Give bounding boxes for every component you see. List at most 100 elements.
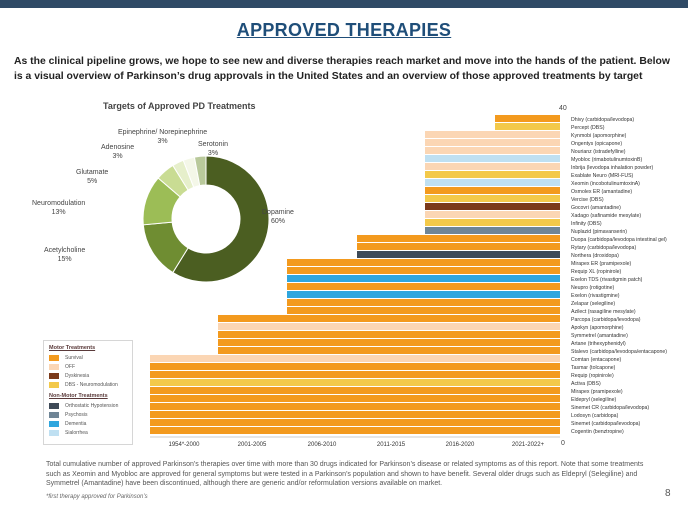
bar-label: Kynmobi (apomorphine)	[571, 133, 627, 139]
bar-myobloc	[425, 155, 560, 162]
bar-xeomin	[425, 179, 560, 186]
bar-neupro	[287, 283, 560, 290]
bar-exelon	[287, 291, 560, 298]
bar-nourianz	[425, 147, 560, 154]
bar-label: Osmolex ER (amantadine)	[571, 189, 632, 195]
bar-label: Nuplazid (pimavanserin)	[571, 229, 627, 235]
bar-eldepryl	[150, 395, 560, 402]
bar-label: Exablate Neuro (MRI-FUS)	[571, 173, 634, 179]
legend-item: Orthostatic Hypotension	[49, 401, 127, 410]
legend-swatch	[49, 402, 59, 409]
x-tick-label: 2001-2005	[238, 442, 267, 448]
pie-label: Adenosine 3%	[101, 143, 134, 161]
bar-rytary	[357, 243, 560, 250]
bar-artane	[218, 339, 560, 346]
bar-label: Percept (DBS)	[571, 125, 605, 131]
bar-label: Dhivy (carbidopa/levodopa)	[571, 117, 634, 123]
bar-label: Lodosyn (carbidopa)	[571, 413, 619, 419]
bar-label: Gocovri (amantadine)	[571, 205, 621, 211]
y-axis-top-label: 40	[559, 105, 567, 112]
bar-label: Rytary (carbidopa/levodopa)	[571, 245, 636, 251]
bar-sinemet	[150, 403, 560, 410]
bar-label: Azilect (rasagiline mesylate)	[571, 309, 636, 315]
bar-label: Xeomin (incobotulinumtoxinA)	[571, 181, 640, 187]
page-title: APPROVED THERAPIES	[236, 20, 452, 40]
bar-azilect	[287, 307, 560, 314]
pie-label-name: Glutamate	[76, 169, 109, 176]
bar-label: Northera (droxidopa)	[571, 253, 619, 259]
page-number: 8	[665, 488, 671, 499]
pie-label-name: Neuromodulation	[32, 200, 86, 207]
legend-swatch	[49, 420, 59, 427]
pie-label: Acetylcholine 15%	[44, 246, 85, 264]
bar-mirapex	[287, 259, 560, 266]
pie-label-name: Dopamine	[262, 209, 294, 216]
bar-kynmobi	[425, 131, 560, 138]
bar-xadago	[425, 211, 560, 218]
chart-caption: Total cumulative number of approved Park…	[46, 461, 644, 487]
bar-label: Apokyn (apomorphine)	[571, 325, 624, 331]
legend-item: Dementia	[49, 419, 127, 428]
bar-infinity	[425, 219, 560, 226]
bar-mirapex	[150, 387, 560, 394]
x-tick-label: 2011-2015	[377, 442, 406, 448]
bar-label: Requip XL (ropinirole)	[571, 269, 622, 275]
bar-duopa	[357, 235, 560, 242]
legend-swatch	[49, 354, 59, 361]
footnote: *first therapy approved for Parkinson’s	[46, 494, 148, 500]
pie-label: Epinephrine/ Norepinephrine 3%	[118, 128, 207, 146]
pie-label: Dopamine 60%	[262, 208, 294, 226]
bar-label: Mirapex ER (pramipexole)	[571, 261, 632, 267]
intro-text: As the clinical pipeline grows, we hope …	[14, 56, 670, 82]
legend-swatch	[49, 411, 59, 418]
bar-parcopa	[218, 315, 560, 322]
bar-label: Zelapar (selegiline)	[571, 301, 615, 307]
legend-label: Dyskinesia	[65, 372, 90, 379]
pie-label-value: 3%	[207, 150, 219, 157]
pie-slice-dopamine	[172, 155, 270, 283]
bar-ongentys	[425, 139, 560, 146]
bar-label: Requip (ropinirole)	[571, 373, 614, 379]
legend-swatch	[49, 381, 59, 388]
legend-label: Survival	[65, 354, 83, 361]
pie-label-name: Adenosine	[101, 144, 135, 151]
bar-percept	[495, 123, 560, 130]
bar-dhivy	[495, 115, 560, 122]
bar-inbrija	[425, 163, 560, 170]
legend-swatch	[49, 363, 59, 370]
bar-zelapar	[287, 299, 560, 306]
bar-label: Tasmar (tolcapone)	[571, 365, 616, 371]
bar-requip	[150, 371, 560, 378]
pie-label-value: 13%	[51, 209, 66, 216]
bar-label: Symmetrel (amantadine)	[571, 333, 628, 339]
legend-label: Orthostatic Hypotension	[65, 402, 119, 409]
bar-label: Duopa (carbidopa/levodopa intestinal gel…	[571, 237, 667, 243]
bar-activa	[150, 379, 560, 386]
bar-exelon	[287, 275, 560, 282]
pie-label-value: 5%	[87, 178, 98, 185]
legend-item: Sialorrhea	[49, 428, 127, 437]
legend-motor-heading: Motor Treatments	[49, 345, 96, 351]
legend-nonmotor-heading: Non-Motor Treatments	[49, 393, 108, 399]
pie-chart-title: Targets of Approved PD Treatments	[103, 101, 256, 111]
bar-label: Vercise (DBS)	[571, 197, 604, 203]
pie-label: Neuromodulation 13%	[32, 199, 85, 217]
pie-label: Glutamate 5%	[76, 168, 108, 186]
pie-label-name: Serotonin	[198, 141, 228, 148]
bar-label: Exelon (rivastigmine)	[571, 293, 620, 299]
bar-label: Ongentys (opicapone)	[571, 141, 622, 147]
legend-item: Dyskinesia	[49, 371, 127, 380]
bar-label: Sinemet (carbidopa/levodopa)	[571, 421, 640, 427]
x-tick-label: 2016-2020	[446, 442, 475, 448]
bar-label: Eldepryl (selegiline)	[571, 397, 617, 403]
bar-lodosyn	[150, 411, 560, 418]
pie-slice-serotonin	[193, 155, 207, 187]
legend-item: OFF	[49, 362, 127, 371]
bar-label: Mirapex (pramipexole)	[571, 389, 623, 395]
bar-tasmar	[150, 363, 560, 370]
bar-sinemet	[150, 419, 560, 426]
legend-label: Dementia	[65, 420, 87, 427]
bar-label: Parcopa (carbidopa/levodopa)	[571, 317, 641, 323]
